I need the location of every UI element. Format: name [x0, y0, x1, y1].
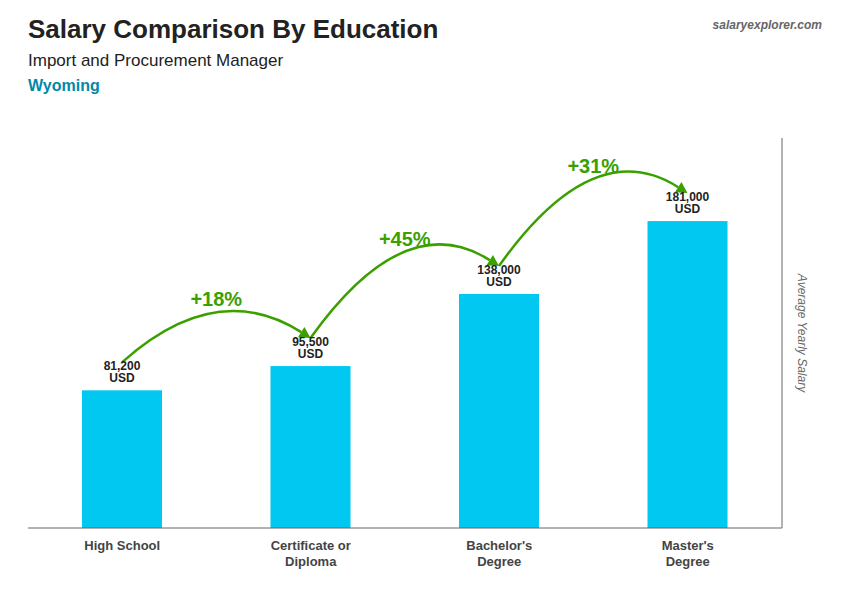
- svg-text:Bachelor'sDegree: Bachelor'sDegree: [466, 538, 532, 569]
- html-text:Wyoming: Wyoming: [28, 77, 100, 94]
- svg-text:+31%: +31%: [567, 155, 619, 177]
- svg-text:181,000USD: 181,000USD: [666, 190, 710, 216]
- svg-text:+45%: +45%: [379, 228, 431, 250]
- html-text:Import and Procurement Manager: Import and Procurement Manager: [28, 51, 284, 70]
- svg-text:Master'sDegree: Master'sDegree: [662, 538, 714, 569]
- svg-text:+18%: +18%: [190, 288, 242, 310]
- svg-text:138,000USD: 138,000USD: [477, 263, 521, 289]
- svg-text:Average Yearly Salary: Average Yearly Salary: [795, 273, 809, 393]
- html-text:salaryexplorer.com: salaryexplorer.com: [712, 18, 822, 32]
- svg-text:95,500USD: 95,500USD: [292, 335, 329, 361]
- svg-text:Certificate orDiploma: Certificate orDiploma: [271, 538, 351, 569]
- svg-text:High School: High School: [84, 538, 160, 553]
- svg-text:81,200USD: 81,200USD: [104, 359, 141, 385]
- html-text:Salary Comparison By Education: Salary Comparison By Education: [28, 14, 439, 44]
